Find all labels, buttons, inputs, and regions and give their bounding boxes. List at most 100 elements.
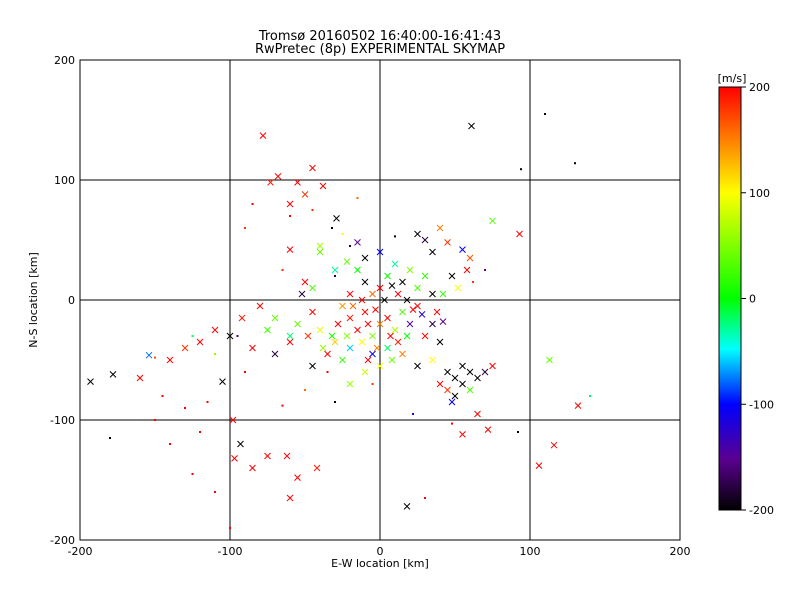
- cross-stroke: [484, 426, 492, 433]
- data-point-cross: [309, 164, 316, 172]
- data-point-dot: [281, 404, 284, 407]
- colorbar-label: [m/s]: [718, 72, 747, 85]
- cross-stroke: [429, 248, 436, 256]
- data-point-dot: [154, 419, 156, 421]
- data-point-dot: [236, 335, 239, 337]
- cross-stroke: [301, 278, 309, 286]
- data-point-cross: [249, 464, 256, 472]
- data-point-cross: [550, 441, 558, 449]
- cross-stroke: [436, 224, 444, 232]
- data-point-cross: [454, 284, 462, 292]
- y-tick-label: 0: [68, 294, 75, 307]
- data-point-cross: [444, 386, 451, 394]
- cross-stroke: [394, 338, 402, 346]
- cross-stroke: [429, 356, 436, 364]
- data-point-cross: [271, 350, 279, 358]
- data-point-cross: [414, 302, 421, 310]
- cross-stroke: [376, 320, 384, 328]
- cross-stroke: [334, 320, 342, 328]
- cross-stroke: [466, 254, 474, 262]
- cross-stroke: [136, 374, 144, 382]
- cross-stroke: [298, 290, 306, 298]
- data-point-dot: [191, 473, 194, 475]
- data-points: [87, 113, 591, 529]
- data-point-dot: [334, 401, 336, 403]
- data-point-cross: [474, 374, 481, 382]
- cross-stroke: [463, 266, 471, 274]
- cross-stroke: [421, 332, 429, 340]
- cross-stroke: [468, 122, 475, 130]
- data-point-cross: [249, 344, 256, 352]
- cross-stroke: [181, 344, 189, 352]
- data-point-cross: [429, 290, 436, 298]
- colorbar: [718, 86, 742, 511]
- data-point-cross: [451, 392, 459, 400]
- cross-stroke: [346, 314, 354, 322]
- data-point-dot: [289, 215, 291, 217]
- data-point-dot: [251, 203, 254, 205]
- data-point-cross: [421, 272, 429, 280]
- cross-stroke: [346, 344, 354, 352]
- data-point-cross: [484, 426, 492, 433]
- data-point-cross: [466, 254, 474, 262]
- data-point-dot: [331, 227, 333, 229]
- cross-stroke: [211, 326, 219, 334]
- cross-stroke: [294, 320, 301, 328]
- data-point-cross: [316, 326, 324, 334]
- data-point-cross: [328, 332, 336, 340]
- data-point-dot: [356, 197, 359, 199]
- data-point-cross: [376, 248, 384, 256]
- data-point-cross: [516, 230, 523, 238]
- cross-stroke: [343, 332, 351, 340]
- data-point-cross: [238, 314, 246, 322]
- cross-stroke: [439, 290, 447, 298]
- cross-stroke: [267, 179, 274, 186]
- cross-stroke: [550, 441, 558, 449]
- cross-stroke: [361, 254, 369, 262]
- data-point-cross: [489, 217, 496, 225]
- data-point-cross: [358, 338, 366, 346]
- cross-stroke: [339, 302, 346, 310]
- data-point-cross: [414, 284, 421, 292]
- chart-title: Tromsø 20160502 16:40:00-16:41:43: [258, 29, 501, 44]
- data-point-cross: [399, 350, 406, 358]
- data-point-cross: [459, 362, 466, 370]
- data-point-dot: [169, 443, 171, 445]
- cross-stroke: [286, 494, 294, 502]
- cross-stroke: [316, 242, 324, 250]
- cross-stroke: [259, 132, 267, 139]
- cross-stroke: [369, 350, 376, 358]
- data-point-cross: [436, 380, 444, 388]
- cross-stroke: [466, 368, 474, 376]
- data-point-cross: [459, 431, 466, 438]
- data-point-cross: [319, 182, 327, 190]
- data-point-cross: [301, 278, 309, 286]
- data-point-cross: [267, 179, 274, 186]
- data-point-cross: [304, 332, 312, 340]
- cross-stroke: [474, 410, 481, 418]
- cross-stroke: [226, 332, 234, 340]
- data-point-cross: [409, 306, 417, 313]
- data-point-cross: [361, 278, 369, 286]
- data-point-cross: [489, 362, 496, 370]
- data-point-cross: [388, 356, 396, 364]
- data-point-dot: [451, 422, 453, 425]
- data-point-cross: [196, 338, 204, 346]
- data-point-dot: [412, 413, 414, 415]
- cross-stroke: [403, 332, 411, 340]
- data-point-cross: [384, 272, 391, 280]
- cross-stroke: [309, 284, 316, 292]
- cross-stroke: [271, 350, 279, 358]
- cross-stroke: [339, 356, 346, 364]
- cross-stroke: [361, 278, 369, 286]
- data-point-cross: [406, 320, 414, 328]
- cross-stroke: [301, 191, 309, 198]
- data-point-cross: [373, 344, 381, 352]
- colorbar-ticks: 200 100 0 -100 -200: [741, 81, 774, 517]
- y-tick-label: -100: [50, 414, 75, 427]
- data-point-cross: [309, 284, 316, 292]
- cross-stroke: [346, 380, 354, 388]
- data-point-cross: [459, 246, 466, 253]
- cross-stroke: [372, 306, 379, 313]
- data-point-dot: [154, 356, 156, 359]
